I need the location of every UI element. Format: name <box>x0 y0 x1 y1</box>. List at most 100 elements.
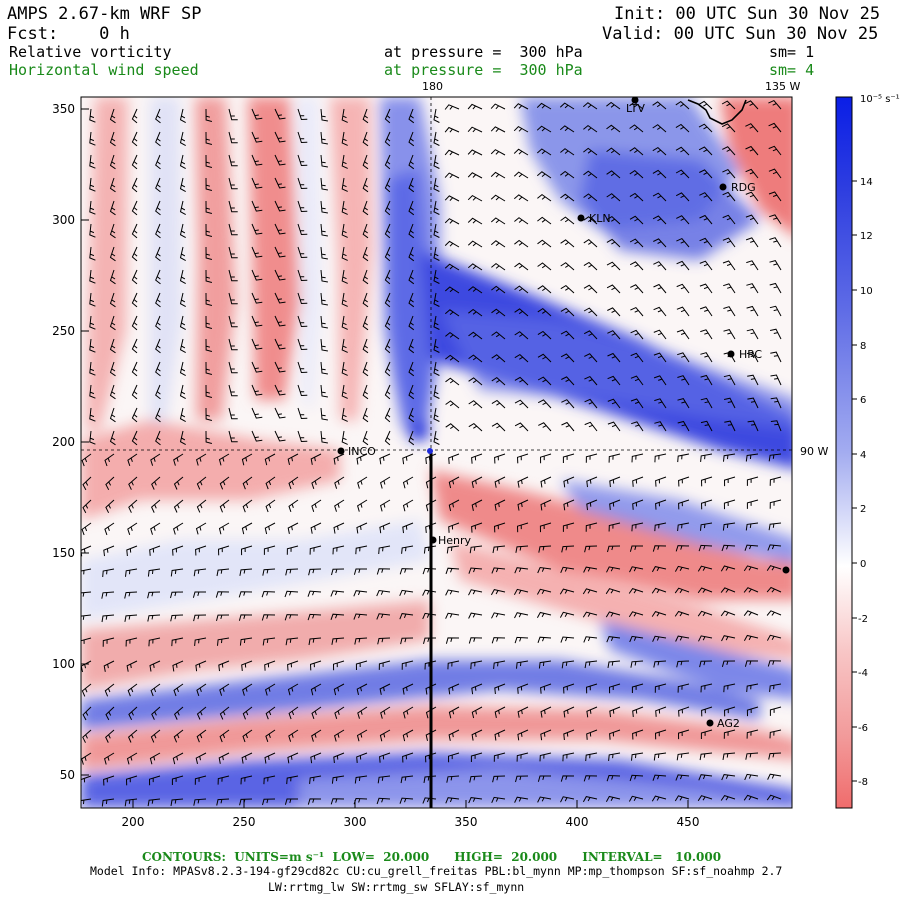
wind-barb <box>743 794 759 801</box>
wind-barb <box>745 168 759 179</box>
wind-barb <box>491 285 506 294</box>
wind-barb <box>193 568 207 577</box>
wind-barb <box>376 797 391 805</box>
wind-barb <box>311 476 322 489</box>
center-marker <box>427 448 433 454</box>
wind-barb <box>723 397 736 409</box>
wind-barb <box>563 499 575 511</box>
wind-barb <box>445 797 460 804</box>
wind-barb <box>261 590 276 598</box>
wind-barb <box>445 637 460 644</box>
wind-barb <box>769 499 782 509</box>
wind-barb <box>445 400 460 409</box>
wind-barb <box>560 775 575 782</box>
wind-barb <box>722 752 736 760</box>
y-tick-300: 300 <box>52 213 75 227</box>
wind-barb <box>723 499 736 510</box>
wind-barb <box>109 200 116 216</box>
station-kln-label: KLN <box>589 212 611 225</box>
wind-barb <box>310 453 322 465</box>
wind-barb <box>384 338 391 354</box>
wind-barb <box>767 544 782 551</box>
wind-barb <box>173 706 184 720</box>
wind-barb <box>320 338 328 352</box>
wind-barb <box>194 637 207 646</box>
wind-barb <box>583 216 598 225</box>
wind-barb <box>89 108 96 123</box>
wind-barb <box>467 103 483 110</box>
wind-barb <box>408 407 415 423</box>
wind-barb <box>584 375 598 386</box>
wind-barb <box>263 545 276 555</box>
wind-barb <box>746 706 759 717</box>
wind-barb <box>240 775 253 785</box>
wind-barb <box>89 407 96 422</box>
wind-barb <box>676 283 690 294</box>
wind-barb <box>334 499 345 512</box>
y-tick-250: 250 <box>52 324 75 338</box>
wind-barb <box>631 752 644 761</box>
wind-barb <box>446 775 460 783</box>
wind-barb <box>433 292 440 307</box>
y-tick-100: 100 <box>52 657 75 671</box>
wind-barb <box>583 636 598 643</box>
wind-barb <box>433 407 440 422</box>
station-henry-dot <box>429 536 437 544</box>
wind-barb <box>700 476 713 487</box>
wind-barb <box>331 775 345 784</box>
colorbar-label-14: 14 <box>860 177 873 188</box>
wind-barb <box>148 637 161 647</box>
wind-barb <box>607 660 621 668</box>
wind-barb <box>284 798 298 805</box>
wind-barb <box>723 306 736 317</box>
wind-barb <box>89 430 96 445</box>
wind-barb <box>723 453 736 462</box>
wind-barb <box>583 238 598 248</box>
colorbar-label-12: 12 <box>860 231 873 242</box>
wind-barb <box>699 260 713 271</box>
wind-barb <box>82 729 92 743</box>
wind-barb <box>285 637 299 646</box>
wind-barb <box>444 149 460 156</box>
wind-barb <box>297 108 308 121</box>
wind-barb <box>379 752 391 763</box>
wind-barb <box>331 568 345 576</box>
wind-barb <box>490 171 506 179</box>
wind-barb <box>444 286 460 294</box>
wind-barb <box>89 200 96 215</box>
wind-barb <box>514 308 529 317</box>
wind-barb <box>607 307 621 317</box>
wind-barb <box>228 430 238 443</box>
wind-barb <box>131 384 138 400</box>
wind-barb <box>676 237 690 248</box>
wind-barb <box>125 637 138 647</box>
wind-barb <box>147 798 161 807</box>
wind-barb <box>286 545 299 555</box>
wind-barb <box>251 315 263 327</box>
wind-barb <box>444 240 460 248</box>
wind-barb <box>309 775 322 784</box>
wind-barb <box>362 361 369 377</box>
wind-barb <box>179 269 186 285</box>
wind-barb <box>228 246 238 259</box>
wind-barb <box>608 752 621 761</box>
wind-barb <box>109 361 116 377</box>
wind-barb <box>769 706 782 716</box>
wind-barb <box>514 376 529 386</box>
station-ltv-label: LTV <box>626 102 645 115</box>
wind-barb <box>609 499 621 510</box>
wind-barb <box>127 683 138 697</box>
wind-barb <box>155 384 161 400</box>
wind-barb <box>228 154 238 167</box>
wind-barb <box>563 729 575 741</box>
wind-barb <box>320 223 328 237</box>
wind-barb <box>179 338 186 354</box>
wind-barb <box>155 292 161 308</box>
wind-barb <box>242 476 253 490</box>
wind-barb <box>560 262 575 271</box>
wind-barb <box>179 292 186 308</box>
wind-barb <box>147 568 161 577</box>
wind-barb <box>630 329 644 340</box>
wind-barb <box>768 122 782 133</box>
wind-barb <box>628 795 644 802</box>
